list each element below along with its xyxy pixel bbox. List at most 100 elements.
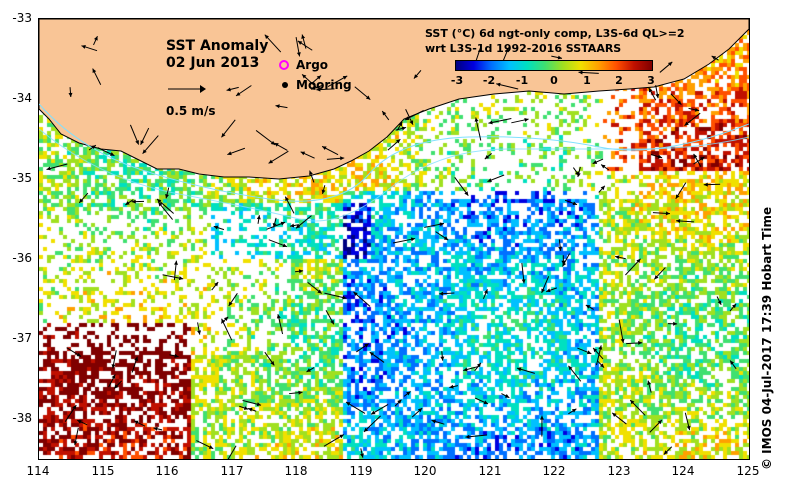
current-vector-head (79, 198, 84, 203)
current-vector-head (316, 75, 322, 80)
current-vector-head (488, 120, 493, 125)
x-tick-label: 120 (413, 464, 437, 478)
current-vector-head (615, 255, 620, 260)
current-vector-head (657, 154, 663, 159)
current-vector-head (311, 86, 316, 90)
x-tick-label: 115 (91, 464, 115, 478)
current-vector-head (140, 140, 145, 145)
current-vector-head (297, 40, 303, 45)
current-vector-head (505, 47, 509, 53)
current-vector-head (280, 221, 286, 226)
current-vector-head (221, 318, 226, 324)
current-vector-head (731, 303, 737, 309)
current-vector-head (541, 288, 546, 293)
current-vector-head (557, 55, 563, 60)
current-vector-head (539, 415, 544, 420)
current-vector-head (142, 149, 147, 154)
current-vector-head (346, 402, 351, 406)
current-vector-head (360, 453, 364, 458)
current-vector-head (165, 194, 169, 199)
x-tick-label: 122 (542, 464, 566, 478)
current-vector-head (638, 340, 643, 345)
current-vector-head (474, 117, 479, 122)
current-vector-head (585, 305, 591, 309)
current-vector-head (598, 345, 603, 350)
current-vector-head (342, 295, 347, 300)
current-vector-head (601, 164, 606, 169)
current-vector-head (306, 368, 311, 372)
current-vector-head (197, 330, 202, 335)
argo-icon (279, 60, 289, 70)
current-vector-head (301, 34, 306, 39)
colorbar-tick: -1 (515, 74, 529, 87)
current-vector-head (703, 182, 708, 187)
current-vector-head (572, 201, 578, 206)
y-tick-label: -35 (12, 171, 32, 185)
map-title: SST Anomaly (166, 38, 269, 54)
current-vector-head (717, 300, 722, 305)
current-vector-head (647, 380, 652, 386)
current-vector-head (600, 185, 605, 191)
current-vector-head (77, 420, 82, 424)
current-vector-head (275, 104, 280, 109)
current-vector-head (487, 178, 492, 182)
current-vector-head (223, 316, 229, 322)
x-tick-label: 117 (220, 464, 244, 478)
current-vector-head (443, 236, 449, 241)
colorbar-tick: 2 (615, 74, 623, 87)
current-vector-head (397, 399, 402, 404)
current-vector-head (524, 117, 529, 122)
current-vector-head (431, 419, 436, 424)
current-vector-head (302, 74, 307, 79)
current-vector-head (673, 321, 678, 326)
current-vector-head (521, 279, 526, 284)
current-vector-head (657, 419, 662, 425)
current-vector-head (256, 215, 261, 220)
colorbar (455, 60, 653, 71)
current-vector-head (676, 219, 681, 224)
current-vector-head (322, 146, 327, 150)
scale-arrow-icon (168, 85, 206, 93)
x-tick-label: 123 (607, 464, 631, 478)
current-vector-head (228, 301, 233, 306)
current-vector-head (463, 367, 468, 372)
current-vector-head (561, 260, 566, 265)
current-vector-head (693, 153, 698, 159)
x-tick-label: 124 (671, 464, 695, 478)
current-vector-head (208, 445, 214, 449)
current-vector-head (406, 391, 411, 396)
current-vector-head (330, 319, 334, 325)
current-vector-head (270, 361, 275, 366)
y-tick-label: -33 (12, 11, 32, 25)
current-vector-head (214, 282, 219, 287)
current-vector-head (686, 425, 691, 431)
current-vector-head (111, 374, 116, 379)
current-vector-head (593, 347, 598, 353)
current-vector-head (667, 61, 673, 67)
current-vector-head (153, 426, 158, 431)
y-tick-label: -37 (12, 331, 32, 345)
current-vector-head (730, 360, 735, 365)
x-tick-label: 121 (478, 464, 502, 478)
current-vector-head (296, 52, 301, 57)
current-vector-head (270, 140, 276, 145)
current-vectors (46, 34, 737, 459)
current-vector-head (694, 107, 700, 112)
current-vector-head (364, 343, 369, 348)
argo-label: Argo (296, 58, 329, 72)
current-vector-head (413, 74, 419, 79)
x-tick-label: 119 (349, 464, 373, 478)
current-vector-head (339, 434, 344, 439)
current-vector-head (630, 399, 635, 405)
credit-text: © IMOS 04-Jul-2017 17:39 Hobart Time (760, 206, 774, 470)
current-vector-head (276, 314, 281, 319)
current-vector-head (81, 45, 86, 49)
shelf-contour-2 (39, 128, 749, 222)
scale-label: 0.5 m/s (166, 104, 216, 118)
current-vector-head (178, 276, 184, 281)
colorbar-tick: 3 (647, 74, 655, 87)
current-vector-head (135, 140, 139, 145)
current-vector-head (382, 111, 387, 116)
current-vector-head (157, 198, 162, 204)
current-vector-head (654, 275, 659, 280)
